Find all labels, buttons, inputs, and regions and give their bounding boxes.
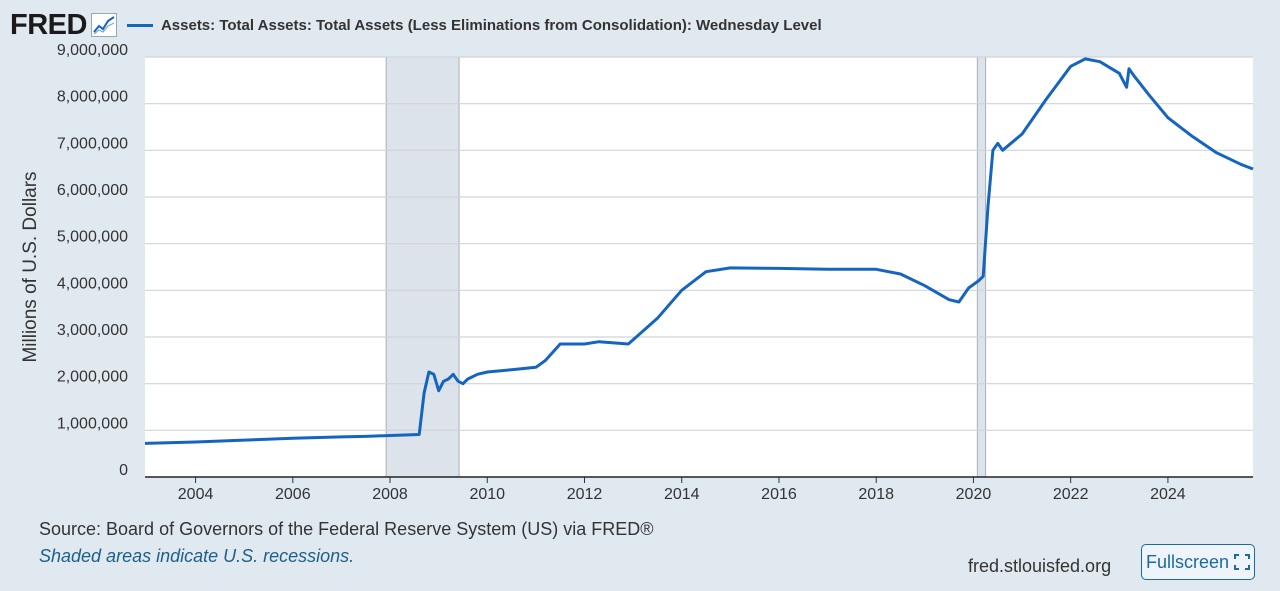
y-tick-label: 2,000,000 (57, 369, 128, 386)
fullscreen-label: Fullscreen (1145, 551, 1230, 572)
series-line-total-assets (144, 57, 1254, 445)
x-tick-label: 2018 (858, 486, 894, 503)
y-tick-label: 4,000,000 (57, 275, 128, 292)
y-tick-label: 9,000,000 (57, 42, 128, 59)
x-tick-label: 2004 (178, 486, 214, 503)
source-text: Source: Board of Governors of the Federa… (39, 519, 654, 539)
gridlines (145, 56, 1253, 431)
line-chart: 0 1,000,000 2,000,000 3,000,000 4,000,000 5,0… (20, 42, 1254, 503)
fred-logo-text: FRED (10, 8, 87, 41)
site-url[interactable]: fred.stlouisfed.org (968, 556, 1112, 576)
chart-header: FRED Assets: Total Assets: Total Assets … (10, 8, 822, 42)
y-tick-label: 0 (119, 462, 128, 479)
x-tick-label: 2016 (761, 486, 797, 503)
fullscreen-button[interactable]: Fullscreen (1141, 544, 1255, 580)
y-tick-label: 3,000,000 (57, 322, 128, 339)
x-tick-label: 2006 (275, 486, 311, 503)
x-axis-ticks: 2004 2006 2008 2010 2012 2014 2016 2018 2020 2022… (178, 477, 1186, 503)
y-axis-title: Millions of U.S. Dollars (20, 171, 41, 362)
x-tick-label: 2010 (469, 486, 505, 503)
x-tick-label: 2020 (956, 486, 992, 503)
chart-legend: Assets: Total Assets: Total Assets (Less… (126, 16, 822, 34)
legend-label: Assets: Total Assets: Total Assets (Less… (160, 16, 822, 34)
y-tick-label: 5,000,000 (57, 229, 128, 246)
y-tick-label: 8,000,000 (57, 89, 128, 106)
y-axis-ticks: 0 1,000,000 2,000,000 3,000,000 4,000,000 5,0… (57, 42, 128, 479)
trend-line-icon (90, 13, 117, 37)
legend-swatch (126, 23, 153, 27)
x-tick-label: 2012 (567, 486, 603, 503)
x-tick-label: 2022 (1053, 486, 1089, 503)
y-tick-label: 6,000,000 (57, 182, 128, 199)
x-tick-label: 2008 (372, 486, 408, 503)
y-tick-label: 1,000,000 (57, 415, 128, 432)
recession-band-1 (977, 57, 986, 477)
x-tick-label: 2024 (1150, 486, 1186, 503)
y-tick-label: 7,000,000 (57, 135, 128, 152)
fred-logo[interactable]: FRED (10, 8, 117, 41)
plot-area (145, 57, 1253, 477)
expand-icon (1234, 554, 1251, 570)
recession-note: Shaded areas indicate U.S. recessions. (39, 546, 355, 566)
x-tick-label: 2014 (664, 486, 700, 503)
